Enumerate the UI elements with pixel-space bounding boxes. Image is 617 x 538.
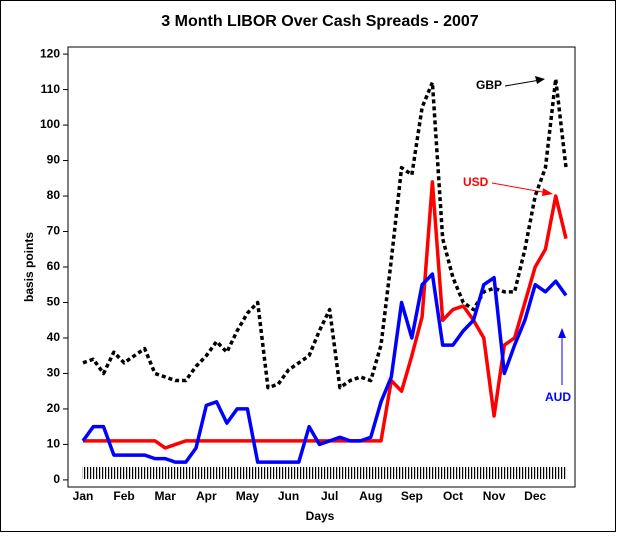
chart-title: 3 Month LIBOR Over Cash Spreads - 2007	[161, 13, 479, 30]
y-tick-label: 80	[47, 188, 61, 202]
x-axis-label: Days	[306, 509, 335, 523]
x-tick-label: Jan	[73, 489, 94, 503]
arrow	[491, 182, 549, 194]
annotation: USD	[463, 175, 489, 189]
arrow	[504, 79, 541, 87]
y-tick-label: 40	[47, 330, 61, 344]
x-tick-label: Nov	[483, 489, 506, 503]
y-tick-label: 120	[40, 46, 60, 60]
x-tick-label: Aug	[359, 489, 382, 503]
y-tick-label: 50	[47, 295, 61, 309]
day-ticks	[82, 467, 567, 479]
y-tick-label: 70	[47, 224, 61, 238]
annotations: GBP USD AUD	[463, 76, 571, 404]
x-tick-label: Jun	[278, 489, 299, 503]
x-tick-label: Feb	[113, 489, 134, 503]
x-tick-label: Dec	[524, 489, 546, 503]
y-tick-label: 60	[47, 259, 61, 273]
arrowhead	[535, 76, 545, 84]
y-tick-label: 30	[47, 366, 61, 380]
x-tick-label: Jul	[321, 489, 338, 503]
y-tick-label: 110	[41, 82, 61, 96]
x-tick-label: Mar	[155, 489, 177, 503]
y-axis-label: basis points	[22, 232, 36, 302]
x-tick-label: Oct	[443, 489, 463, 503]
series-line	[82, 77, 568, 390]
y-tick-label: 10	[47, 437, 61, 451]
y-tick-label: 90	[47, 153, 61, 167]
arrowhead	[558, 328, 566, 338]
annotation: GBP	[476, 78, 502, 92]
x-tick-label: May	[236, 489, 260, 503]
series-line	[81, 272, 568, 464]
x-tick-label: Sep	[401, 489, 423, 503]
arrowhead	[542, 188, 553, 196]
annotation: AUD	[545, 390, 571, 404]
y-tick-label: 0	[53, 472, 60, 486]
y-tick-label: 100	[40, 117, 60, 131]
y-tick-label: 20	[47, 401, 61, 415]
x-tick-label: Apr	[196, 489, 217, 503]
